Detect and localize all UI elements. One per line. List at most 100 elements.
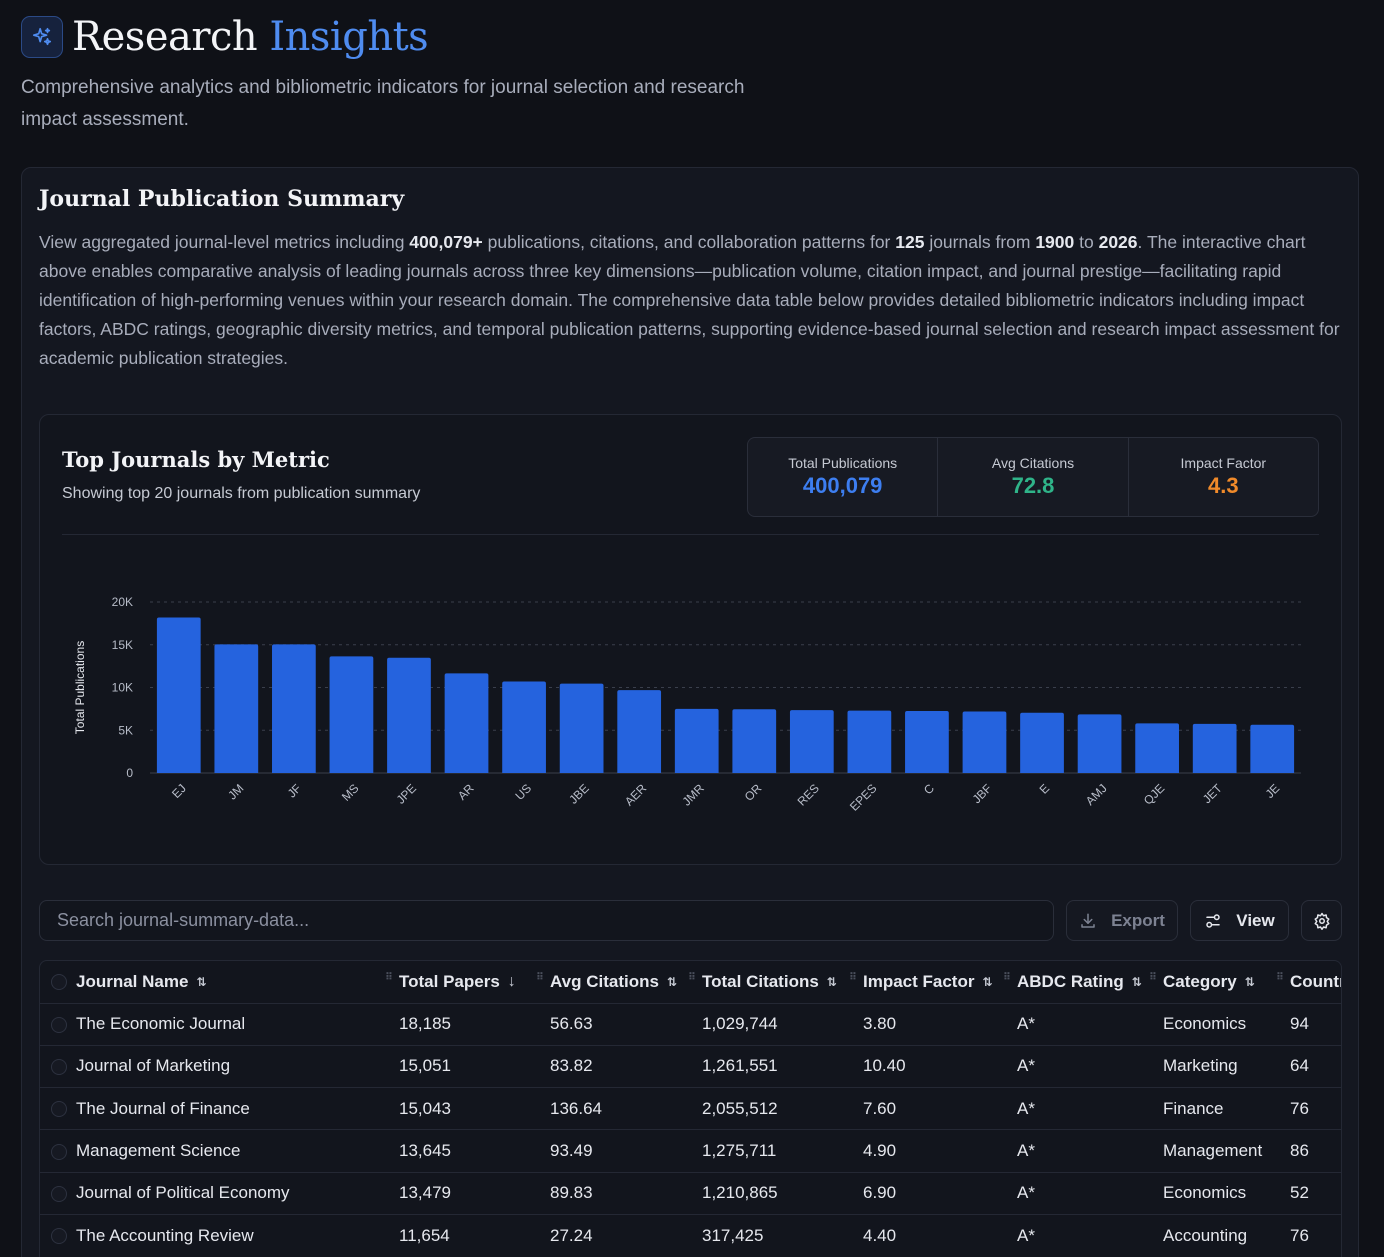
- table-row[interactable]: The Journal of Finance 15,043 136.64 2,055,…: [40, 1087, 1341, 1130]
- x-tick-label: AMJ: [1083, 781, 1110, 808]
- col-label: Journal Name: [76, 971, 189, 991]
- table-row[interactable]: Journal of Political Economy 13,479 89.83 1…: [40, 1172, 1341, 1214]
- col-category[interactable]: Category ⇅ ⠿: [1163, 961, 1290, 1003]
- cell-category: Accounting: [1163, 1225, 1248, 1245]
- cell-impact-factor: 6.90: [863, 1183, 897, 1203]
- cell-countries: 94: [1290, 1014, 1309, 1034]
- page-title-accent: Insights: [269, 14, 429, 60]
- column-resize-handle[interactable]: ⠿: [385, 972, 393, 983]
- col-journal-name[interactable]: Journal Name ⇅ ⠿: [76, 961, 399, 1003]
- column-resize-handle[interactable]: ⠿: [1003, 972, 1011, 983]
- row-checkbox[interactable]: [51, 1101, 67, 1118]
- export-label: Export: [1111, 910, 1165, 930]
- bar-je: [1250, 724, 1295, 773]
- col-countries[interactable]: Countries: [1290, 961, 1341, 1003]
- bar-amj: [1077, 714, 1122, 773]
- row-checkbox[interactable]: [51, 1058, 67, 1075]
- stats-panel: Total Publications 400,079 Avg Citations…: [747, 437, 1319, 517]
- cell-category: Finance: [1163, 1098, 1224, 1118]
- cell-total-papers: 11,654: [399, 1225, 450, 1245]
- stat-label: Total Publications: [788, 455, 898, 471]
- cell-journal-name: Journal of Political Economy: [76, 1183, 290, 1203]
- export-button[interactable]: Export: [1066, 900, 1178, 941]
- bar-e: [1020, 712, 1064, 773]
- stat-label: Impact Factor: [1180, 455, 1267, 471]
- table-row[interactable]: The Accounting Review 11,654 27.24 317,425 4…: [40, 1214, 1341, 1256]
- column-resize-handle[interactable]: ⠿: [536, 972, 544, 983]
- sort-icon: ⇅: [826, 975, 837, 990]
- summary-card: Journal Publication Summary View aggrega…: [21, 167, 1359, 1257]
- cell-abdc-rating: A*: [1017, 1225, 1035, 1245]
- x-tick-label: E: [1037, 781, 1053, 797]
- col-label: Category: [1163, 971, 1237, 991]
- table-row[interactable]: Journal of Marketing 15,051 83.82 1,261,551…: [40, 1045, 1341, 1087]
- cell-total-citations: 2,055,512: [702, 1098, 778, 1118]
- column-resize-handle[interactable]: ⠿: [849, 972, 857, 983]
- column-resize-handle[interactable]: ⠿: [1276, 972, 1284, 983]
- cell-abdc-rating: A*: [1017, 1183, 1035, 1203]
- bar-c: [905, 711, 949, 773]
- cell-countries: 76: [1290, 1098, 1309, 1118]
- table-row[interactable]: The Economic Journal 18,185 56.63 1,029,744…: [40, 1003, 1341, 1045]
- cell-avg-citations: 89.83: [550, 1183, 593, 1203]
- bar-epes: [847, 710, 892, 773]
- table-header-row: Journal Name ⇅ ⠿ Total Papers ↓ ⠿ Avg Citati…: [40, 961, 1341, 1003]
- table-row[interactable]: Management Science 13,645 93.49 1,275,711 4.…: [40, 1129, 1341, 1172]
- cell-total-papers: 13,479: [399, 1183, 451, 1203]
- col-total-papers[interactable]: Total Papers ↓ ⠿: [399, 961, 550, 1003]
- view-label: View: [1236, 910, 1275, 930]
- y-tick-label: 5K: [118, 723, 133, 737]
- cell-avg-citations: 136.64: [550, 1098, 602, 1118]
- sparkles-icon: [21, 16, 63, 58]
- col-label: ABDC Rating: [1017, 971, 1124, 991]
- row-checkbox[interactable]: [51, 1185, 67, 1202]
- y-tick-label: 20K: [112, 595, 133, 609]
- sort-icon: ⇅: [982, 975, 993, 990]
- journal-count: 125: [895, 232, 925, 252]
- x-tick-label: EJ: [169, 781, 189, 801]
- view-button[interactable]: View: [1190, 900, 1289, 941]
- cell-journal-name: Management Science: [76, 1141, 241, 1161]
- sliders-icon: [1206, 913, 1221, 928]
- col-total-citations[interactable]: Total Citations ⇅ ⠿: [702, 961, 863, 1003]
- col-label: Total Papers: [399, 971, 500, 991]
- bar-jet: [1192, 723, 1237, 773]
- row-checkbox[interactable]: [51, 1228, 67, 1245]
- stat-value: 400,079: [802, 473, 883, 498]
- cell-journal-name: The Journal of Finance: [76, 1098, 250, 1118]
- x-tick-label: JBF: [970, 781, 995, 806]
- cell-avg-citations: 56.63: [550, 1014, 593, 1034]
- col-impact-factor[interactable]: Impact Factor ⇅ ⠿: [863, 961, 1017, 1003]
- col-avg-citations[interactable]: Avg Citations ⇅ ⠿: [550, 961, 702, 1003]
- row-checkbox[interactable]: [51, 1143, 67, 1160]
- cell-category: Management: [1163, 1141, 1263, 1161]
- row-select-cell: [40, 1130, 76, 1172]
- select-all-checkbox[interactable]: [51, 974, 67, 991]
- row-select-cell: [40, 1088, 76, 1130]
- x-tick-label: AR: [455, 781, 477, 803]
- sort-icon: ⇅: [1131, 975, 1142, 990]
- cell-countries: 52: [1290, 1183, 1309, 1203]
- column-resize-handle[interactable]: ⠿: [688, 972, 696, 983]
- chart-subtitle: Showing top 20 journals from publication…: [62, 485, 421, 502]
- cell-category: Economics: [1163, 1183, 1247, 1203]
- bar-aer: [617, 690, 662, 773]
- chart-title: Top Journals by Metric: [62, 447, 330, 472]
- row-select-cell: [40, 1003, 76, 1045]
- col-abdc-rating[interactable]: ABDC Rating ⇅ ⠿: [1017, 961, 1163, 1003]
- cell-category: Marketing: [1163, 1056, 1238, 1076]
- settings-button[interactable]: [1301, 900, 1342, 941]
- cell-total-papers: 18,185: [399, 1014, 451, 1034]
- search-input[interactable]: [39, 900, 1054, 941]
- bar-ms: [329, 656, 374, 773]
- publication-count: 400,079+: [409, 232, 483, 252]
- cell-total-citations: 1,275,711: [702, 1141, 777, 1161]
- x-tick-label: JE: [1263, 781, 1283, 801]
- x-tick-label: JET: [1200, 781, 1225, 806]
- column-resize-handle[interactable]: ⠿: [1149, 972, 1157, 983]
- bar-res: [789, 710, 834, 773]
- summary-text-part: journals from: [924, 232, 1036, 252]
- row-select-cell: [40, 1214, 76, 1256]
- row-checkbox[interactable]: [51, 1016, 67, 1033]
- bar-qje: [1135, 723, 1179, 773]
